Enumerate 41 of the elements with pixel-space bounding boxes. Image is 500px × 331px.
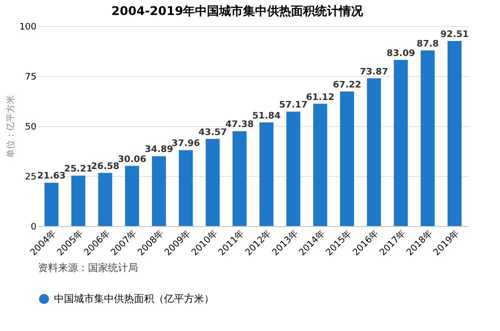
bar: [44, 182, 58, 226]
bar: [98, 172, 112, 226]
data-label: 57.17: [279, 100, 308, 111]
data-label: 43.57: [198, 128, 227, 138]
y-tick-label: 0: [30, 222, 37, 232]
data-label: 83.09: [386, 48, 416, 59]
data-label: 92.51: [440, 30, 469, 40]
data-label: 47.38: [225, 120, 254, 130]
y-tick-label: 100: [19, 22, 37, 32]
bar: [232, 131, 247, 226]
text: 资料来源：国家统计局: [38, 262, 138, 274]
data-label: 34.89: [144, 145, 174, 156]
data-label: 26.58: [90, 162, 120, 172]
bar: [313, 104, 328, 226]
y-tick-label: 75: [25, 72, 36, 82]
data-label: 87.8: [416, 39, 439, 50]
data-label: 30.06: [118, 154, 146, 165]
bar: [366, 78, 381, 226]
y-axis-title: 单位：亿平方米: [5, 95, 16, 158]
data-label: 61.12: [306, 92, 334, 103]
data-label: 73.87: [360, 67, 388, 78]
y-tick-label: 25: [25, 172, 36, 182]
chart-title: 2004-2019年中国城市集中供热面积统计情况: [111, 4, 364, 18]
legend-label: 中国城市集中供热面积（亿平方米）: [54, 293, 214, 305]
bar: [448, 40, 462, 226]
bar: [152, 156, 166, 226]
bar: [206, 138, 220, 226]
data-label: 25.21: [64, 164, 93, 175]
data-label: 67.22: [332, 80, 362, 91]
bar: [259, 122, 274, 226]
bar: [71, 176, 86, 226]
data-label: 21.63: [37, 172, 66, 182]
bar: [286, 112, 300, 226]
y-tick-label: 50: [25, 122, 37, 132]
data-label: 37.96: [172, 139, 200, 150]
bar: [178, 150, 193, 226]
bar: [420, 50, 435, 226]
bar: [340, 92, 354, 226]
data-label: 51.84: [252, 111, 281, 122]
bar: [394, 60, 408, 226]
bar: [125, 166, 140, 226]
